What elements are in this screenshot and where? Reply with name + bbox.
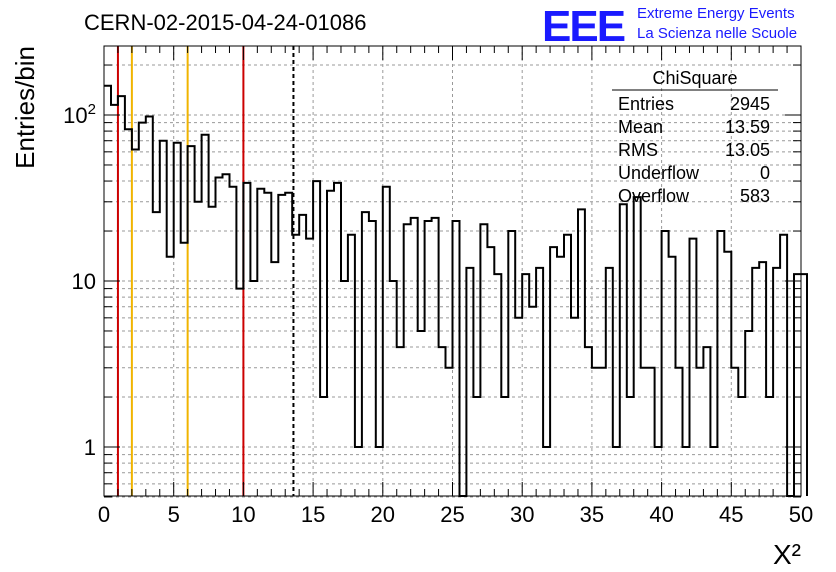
chart-title: CERN-02-2015-04-24-01086 — [84, 10, 367, 35]
overflow-bin — [801, 273, 808, 496]
x-tick-label: 0 — [98, 502, 110, 527]
stats-label: RMS — [618, 140, 658, 160]
stats-label: Entries — [618, 94, 674, 114]
y-tick-label: 1 — [84, 435, 96, 460]
x-tick-label: 45 — [719, 502, 743, 527]
histogram-steps — [104, 84, 801, 497]
logo-caption-line1: Extreme Energy Events — [637, 5, 795, 22]
x-tick-label: 20 — [371, 502, 395, 527]
x-axis-label: X² — [773, 539, 801, 570]
x-tick-label: 40 — [649, 502, 673, 527]
y-tick-label: 102 — [63, 101, 96, 128]
stats-value: 13.59 — [725, 117, 770, 137]
x-tick-label: 15 — [301, 502, 325, 527]
y-tick-label: 10 — [72, 269, 96, 294]
stats-title: ChiSquare — [652, 68, 737, 88]
x-tick-label: 5 — [168, 502, 180, 527]
stats-label: Mean — [618, 117, 663, 137]
x-tick-label: 50 — [789, 502, 813, 527]
logo-caption-line2: La Scienza nelle Scuole — [637, 25, 798, 42]
x-tick-label: 30 — [510, 502, 534, 527]
x-tick-label: 35 — [580, 502, 604, 527]
stats-label: Underflow — [618, 163, 700, 183]
stats-label: Overflow — [618, 186, 690, 206]
eee-logo: EEE — [542, 2, 626, 51]
stats-value: 0 — [760, 163, 770, 183]
logo-caption: Extreme Energy Events La Scienza nelle S… — [637, 4, 797, 44]
y-axis-label: Entries/bin — [10, 46, 40, 169]
stats-value: 583 — [740, 186, 770, 206]
stats-value: 13.05 — [725, 140, 770, 160]
x-tick-label: 10 — [231, 502, 255, 527]
x-tick-label: 25 — [440, 502, 464, 527]
stats-value: 2945 — [730, 94, 770, 114]
